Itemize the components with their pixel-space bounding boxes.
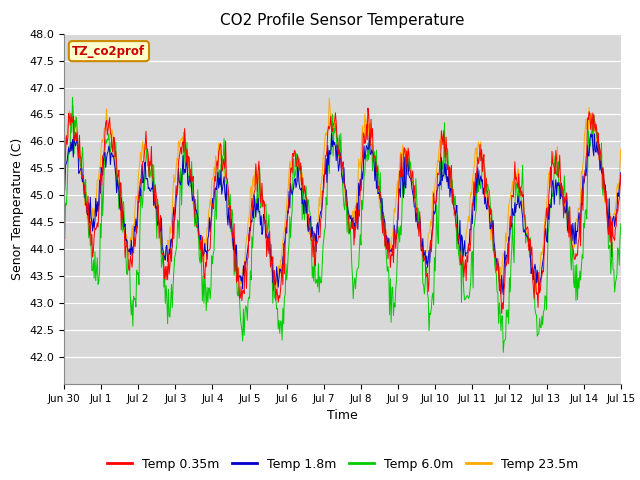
Legend: Temp 0.35m, Temp 1.8m, Temp 6.0m, Temp 23.5m: Temp 0.35m, Temp 1.8m, Temp 6.0m, Temp 2… [102, 453, 583, 476]
Title: CO2 Profile Sensor Temperature: CO2 Profile Sensor Temperature [220, 13, 465, 28]
X-axis label: Time: Time [327, 409, 358, 422]
Text: TZ_co2prof: TZ_co2prof [72, 45, 145, 58]
Y-axis label: Senor Temperature (C): Senor Temperature (C) [11, 138, 24, 280]
